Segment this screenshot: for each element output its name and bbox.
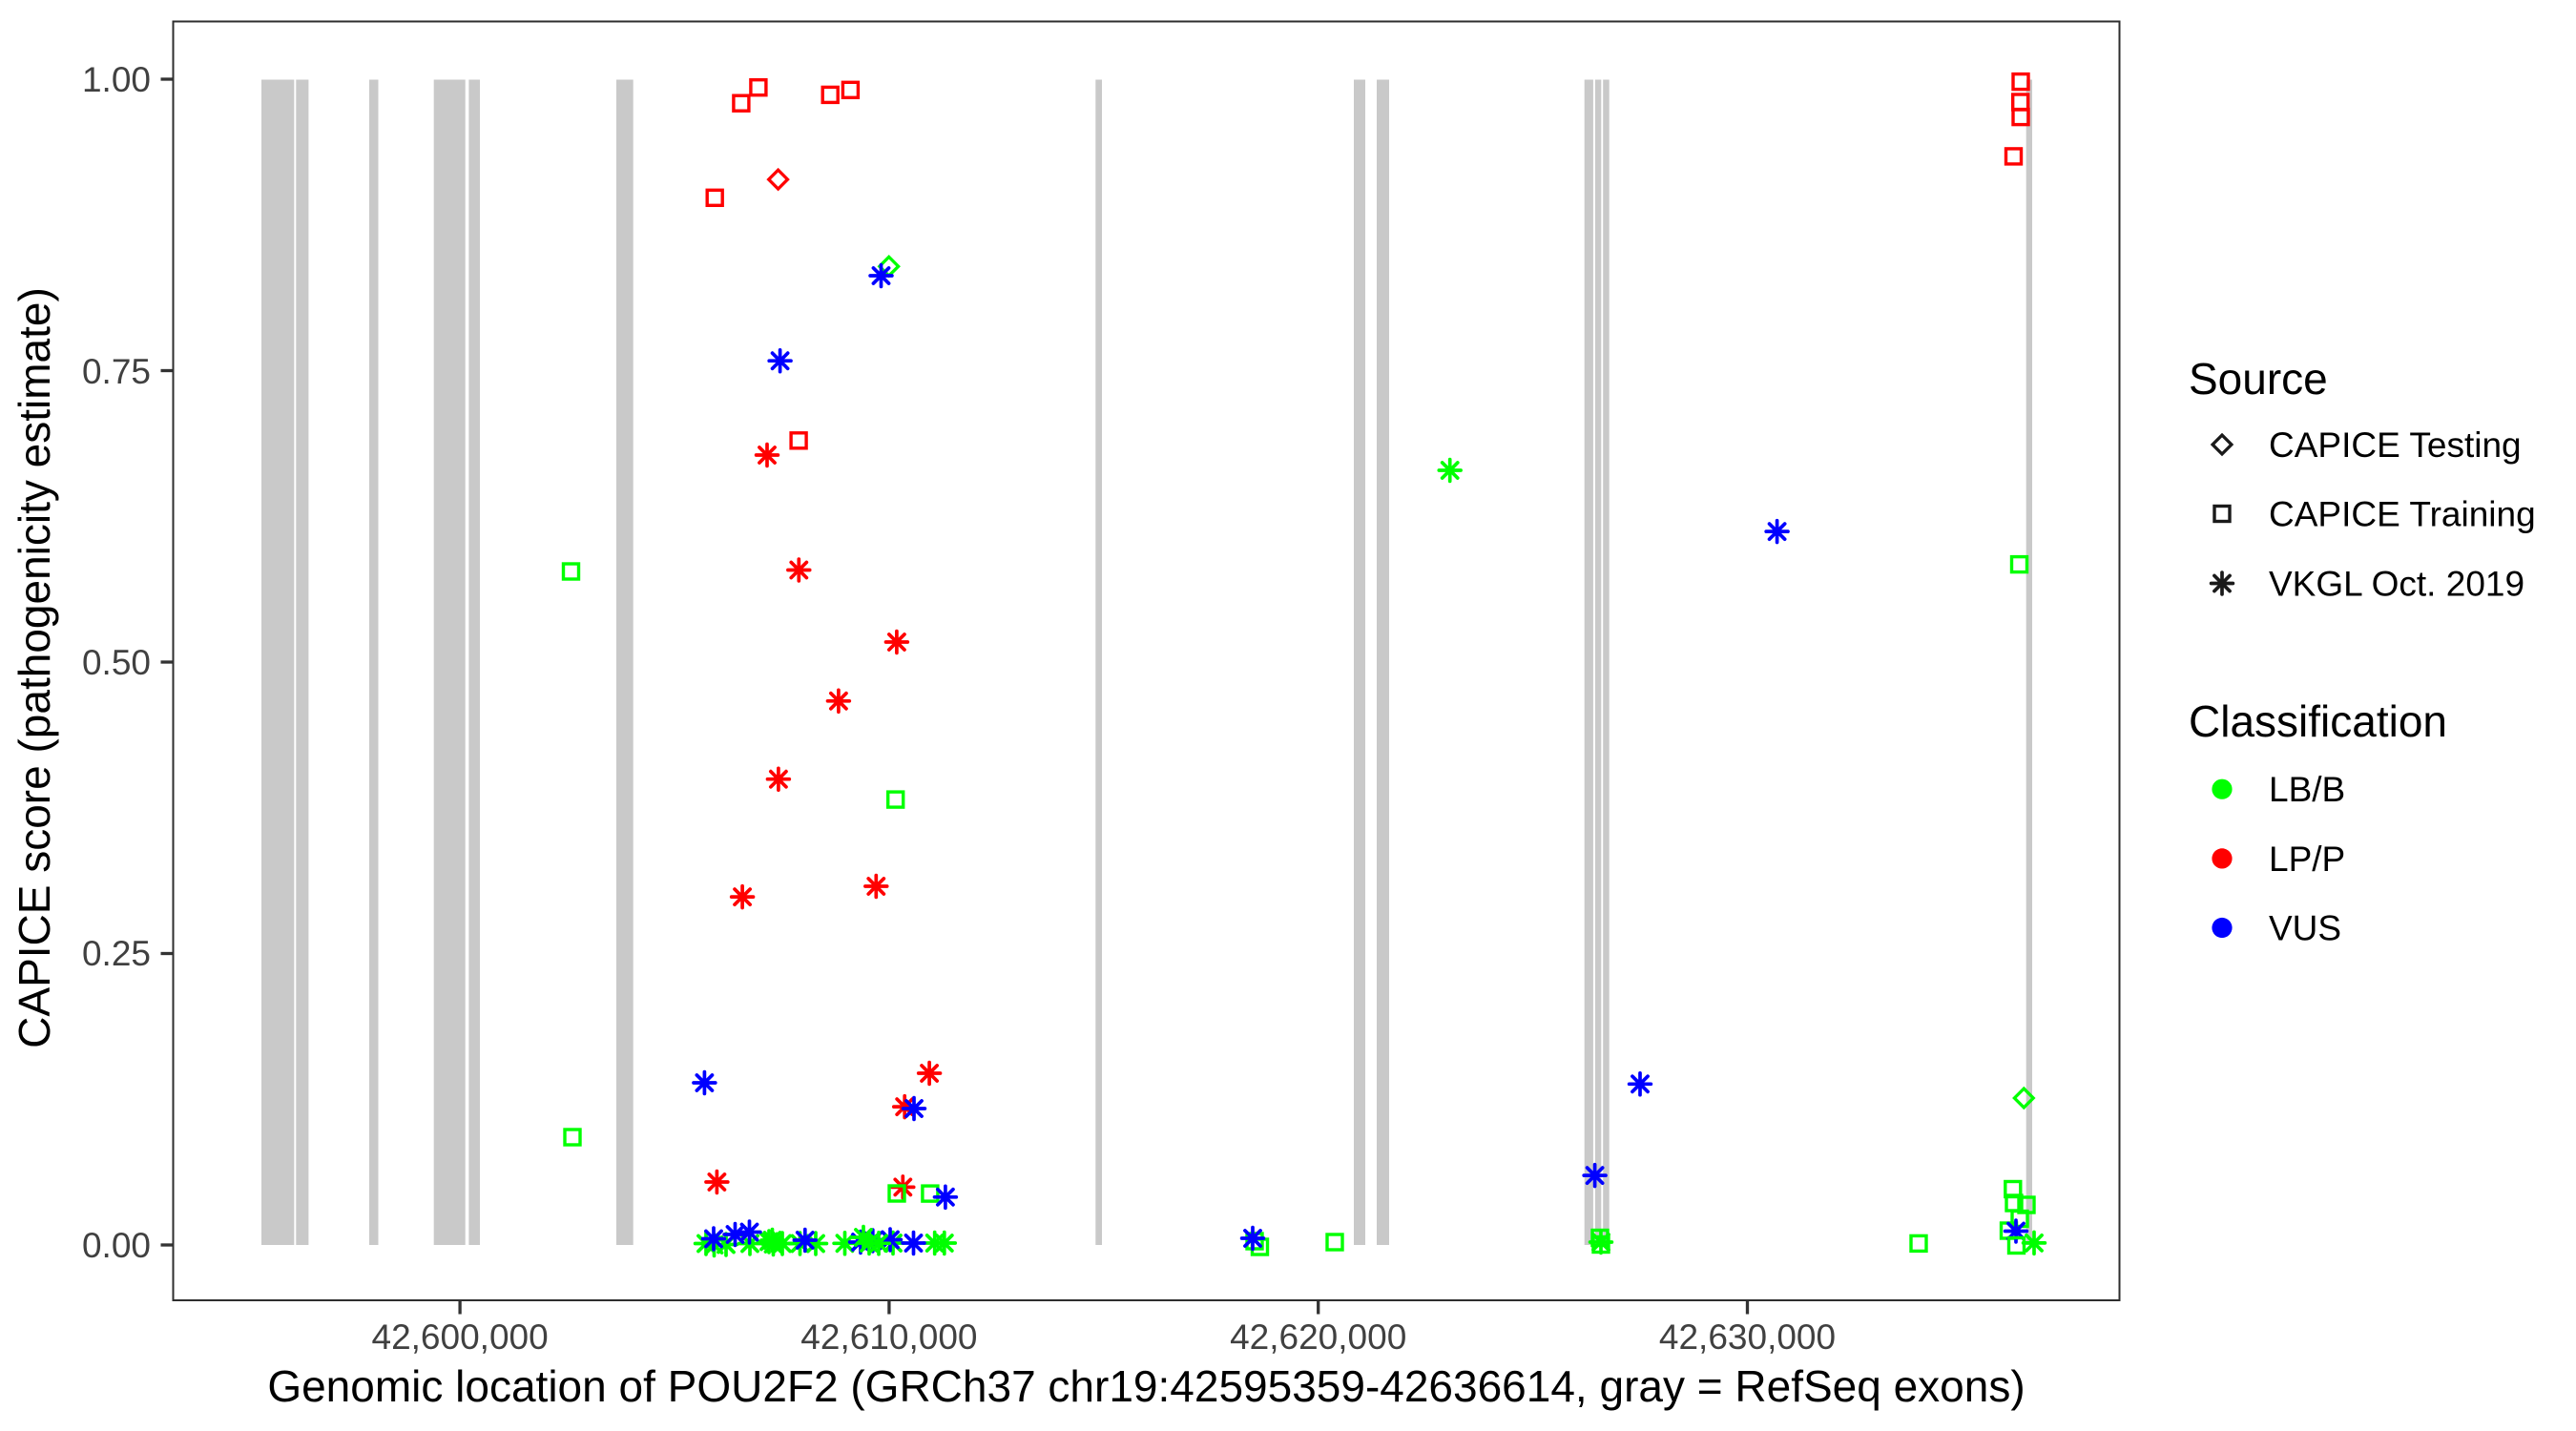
svg-text:0.50: 0.50 [82, 643, 151, 682]
svg-text:VUS: VUS [2269, 909, 2341, 948]
svg-text:1.00: 1.00 [82, 60, 151, 99]
svg-text:LP/P: LP/P [2269, 840, 2345, 879]
svg-text:LB/B: LB/B [2269, 770, 2345, 809]
svg-text:42,630,000: 42,630,000 [1659, 1317, 1836, 1357]
svg-text:Source: Source [2189, 354, 2328, 404]
svg-text:VKGL Oct. 2019: VKGL Oct. 2019 [2269, 565, 2524, 604]
svg-text:Classification: Classification [2189, 696, 2447, 746]
svg-text:42,610,000: 42,610,000 [800, 1317, 977, 1357]
svg-text:0.75: 0.75 [82, 352, 151, 391]
svg-text:42,600,000: 42,600,000 [372, 1317, 549, 1357]
svg-text:42,620,000: 42,620,000 [1230, 1317, 1406, 1357]
svg-text:CAPICE Testing: CAPICE Testing [2269, 425, 2522, 465]
svg-text:CAPICE Training: CAPICE Training [2269, 495, 2536, 534]
svg-text:0.00: 0.00 [82, 1226, 151, 1265]
svg-text:0.25: 0.25 [82, 934, 151, 973]
svg-text:CAPICE score (pathogenicity es: CAPICE score (pathogenicity estimate) [10, 287, 59, 1048]
svg-text:Genomic location of POU2F2 (GR: Genomic location of POU2F2 (GRCh37 chr19… [267, 1361, 2025, 1411]
